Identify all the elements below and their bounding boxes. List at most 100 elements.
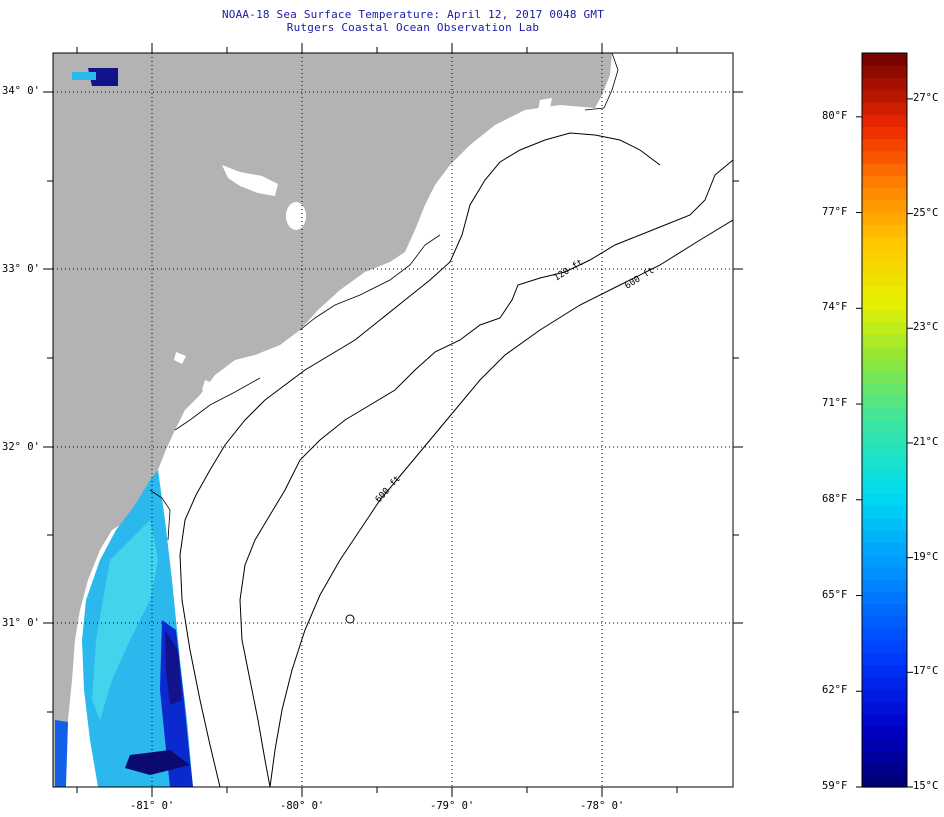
map-title: NOAA-18 Sea Surface Temperature: April 1… <box>221 8 605 21</box>
colorbar-label-f: 80°F <box>822 109 848 122</box>
lon-label: -79° 0' <box>430 800 475 812</box>
colorbar-stripe <box>862 591 907 605</box>
colorbar-frame <box>861 52 908 788</box>
colorbar-stripe <box>862 89 907 103</box>
colorbar-stripe <box>862 505 907 519</box>
colorbar-stripe <box>862 273 907 287</box>
colorbar-label-f: 77°F <box>822 205 848 218</box>
cloud-patch <box>222 165 278 196</box>
colorbar-stripe <box>862 627 907 641</box>
colorbar-stripe <box>862 579 907 592</box>
colorbar-stripe <box>862 297 907 311</box>
colorbar-stripe <box>862 101 907 115</box>
colorbar-stripe <box>862 175 907 189</box>
sst-cool-band <box>165 630 182 705</box>
colorbar-label-c: 27°C <box>913 91 939 104</box>
colorbar-label-c: 23°C <box>913 321 939 334</box>
sst-warm-band <box>92 520 158 720</box>
colorbar-stripe <box>862 420 907 433</box>
colorbar-ticks <box>856 98 913 788</box>
colorbar-stripe <box>862 566 907 580</box>
contour-outer <box>269 219 733 787</box>
colorbar-gradient <box>862 53 907 788</box>
colorbar-stripe <box>862 163 907 176</box>
colorbar-stripe <box>862 358 907 372</box>
shoreline <box>149 53 619 541</box>
colorbar-stripe <box>862 395 907 409</box>
colorbar-stripe <box>862 750 907 764</box>
colorbar-label-f: 68°F <box>822 492 848 505</box>
sst-fragment <box>72 72 96 80</box>
colorbar-label-c: 17°C <box>913 665 939 678</box>
colorbar-stripe <box>862 762 907 776</box>
colorbar-stripe <box>862 603 907 617</box>
colorbar-label-f: 71°F <box>822 397 848 410</box>
colorbar-stripe <box>862 260 907 274</box>
colorbar-stripe <box>862 468 907 482</box>
colorbar-stripe <box>862 738 907 751</box>
grid <box>53 53 733 787</box>
lon-label: -78° 0' <box>580 800 625 812</box>
colorbar-stripe <box>862 493 907 507</box>
colorbar-stripe <box>862 481 907 494</box>
cloud-patch <box>286 202 306 230</box>
colorbar-label-c: 21°C <box>913 435 939 448</box>
colorbar-label-f: 59°F <box>822 780 848 792</box>
colorbar-stripe <box>862 664 907 678</box>
lat-label: 33° 0' <box>2 263 40 275</box>
axis-ticks <box>43 43 743 797</box>
colorbar-stripe <box>862 248 907 262</box>
lat-label: 34° 0' <box>2 85 40 97</box>
land-mass <box>53 53 612 787</box>
colorbar-label-c: 15°C <box>913 780 939 792</box>
colorbar-stripe <box>862 774 907 788</box>
colorbar-stripe <box>862 53 907 66</box>
colorbar-stripe <box>862 701 907 715</box>
colorbar-stripe <box>862 676 907 690</box>
colorbar-stripe <box>862 322 907 335</box>
sst-cool-band <box>55 720 68 787</box>
colorbar-stripe <box>862 640 907 654</box>
lat-label: 31° 0' <box>2 617 40 629</box>
colorbar-stripe <box>862 77 907 91</box>
lon-label: -80° 0' <box>280 800 325 812</box>
colorbar-stripe <box>862 407 907 421</box>
colorbar-stripe <box>862 444 907 458</box>
colorbar-stripe <box>862 126 907 140</box>
colorbar-stripe <box>862 615 907 629</box>
lon-label: -81° 0' <box>130 800 175 812</box>
cloud-patch <box>202 380 215 395</box>
lat-label: 32° 0' <box>2 441 40 453</box>
contour-600ft <box>239 159 733 787</box>
map-subtitle: Rutgers Coastal Ocean Observation Lab <box>286 21 540 34</box>
colorbar-stripe <box>862 517 907 531</box>
map-frame <box>52 52 734 788</box>
colorbar-label-f: 62°F <box>822 684 848 697</box>
colorbar-stripe <box>862 138 907 152</box>
colorbar-stripe <box>862 150 907 164</box>
colorbar-stripe <box>862 713 907 727</box>
colorbar-label-c: 25°C <box>913 206 939 219</box>
cloud-patch <box>538 98 552 110</box>
colorbar-stripe <box>862 456 907 470</box>
colorbar-stripe <box>862 383 907 397</box>
colorbar-stripe <box>862 187 907 201</box>
colorbar-stripe <box>862 652 907 666</box>
colorbar-stripe <box>862 334 907 348</box>
colorbar-label-f: 74°F <box>822 301 848 314</box>
colorbar-stripe <box>862 689 907 702</box>
colorbar-stripe <box>862 65 907 79</box>
colorbar-label-f: 65°F <box>822 588 848 601</box>
colorbar-stripe <box>862 725 907 739</box>
colorbar-stripe <box>862 224 907 238</box>
colorbar-stripe <box>862 542 907 556</box>
colorbar-stripe <box>862 199 907 213</box>
colorbar-stripe <box>862 346 907 360</box>
colorbar-stripe <box>862 212 907 225</box>
colorbar-stripe <box>862 309 907 323</box>
colorbar-stripe <box>862 114 907 127</box>
colorbar-stripe <box>862 236 907 250</box>
cloud-patch <box>174 352 186 364</box>
